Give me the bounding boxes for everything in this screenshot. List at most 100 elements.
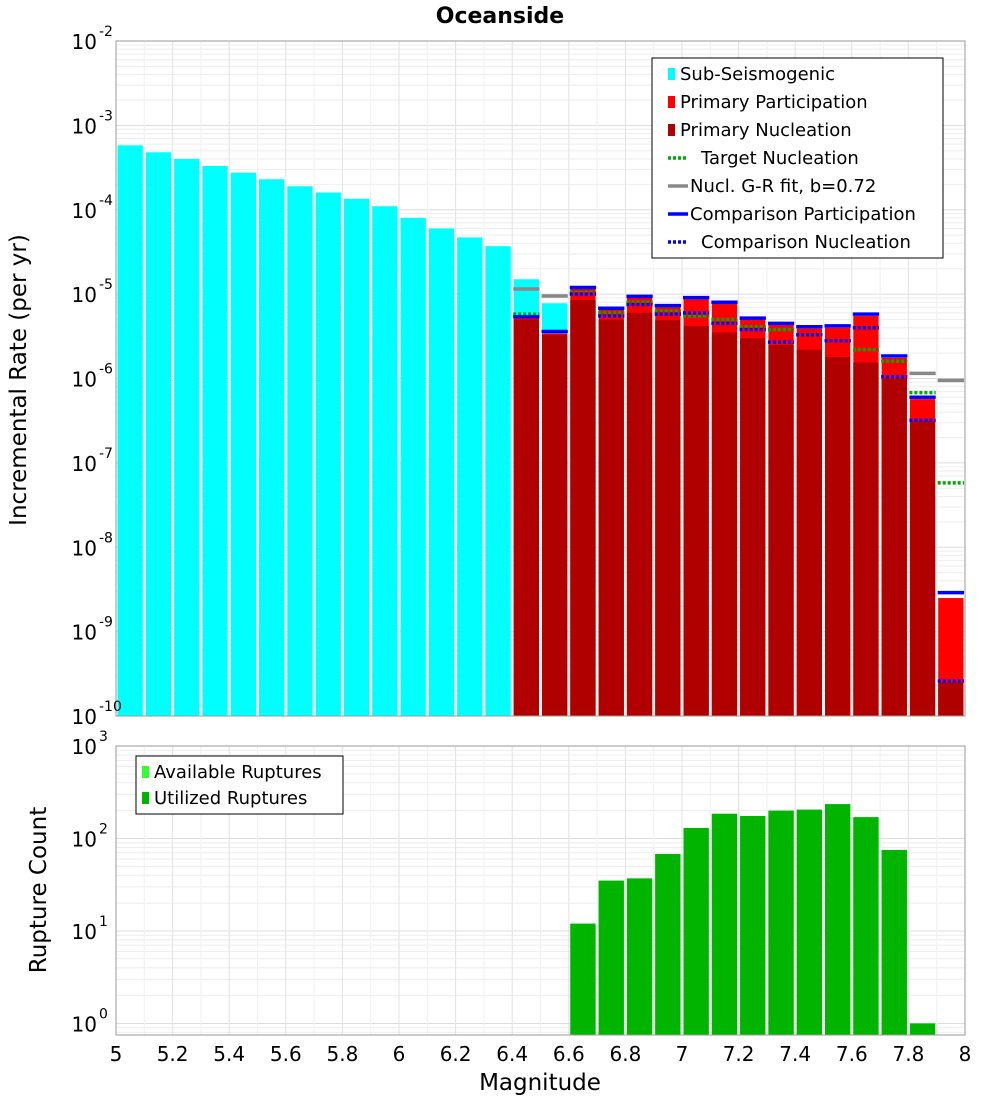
bar-sub-seismogenic: [287, 186, 313, 716]
bar-primary-nucleation: [909, 421, 936, 716]
bar-primary-nucleation: [825, 356, 851, 716]
x-tick-label-15: 8: [959, 1042, 972, 1066]
top-legend: Sub-Seismogenic Primary Participation Prim…: [651, 57, 944, 259]
bar-utilized-ruptures: [909, 1023, 936, 1035]
x-tick-label-4: 5.8: [326, 1042, 358, 1066]
bar-utilized-ruptures: [570, 923, 596, 1035]
bar-sub-seismogenic: [259, 179, 285, 716]
bottom-y-tick-label-2: 10: [72, 827, 97, 851]
top-y-tick-exponent-0: -10: [99, 699, 122, 715]
bar-utilized-ruptures: [768, 810, 794, 1035]
x-tick-labels: 5 5.2 5.4 5.6 5.8 6 6.2 6.4 6.6 6.8 7 7.2 7.4 7.6 7.8 8: [110, 1042, 972, 1066]
legend-label-0: Sub-Seismogenic: [680, 64, 835, 85]
top-line-marks: [513, 285, 964, 683]
bottom-plot-frame: [115, 745, 966, 1036]
legend-swatch-1: [142, 792, 149, 804]
x-tick-label-6: 6.2: [440, 1042, 472, 1066]
bar-primary-nucleation: [938, 682, 964, 716]
bar-sub-seismogenic: [315, 192, 341, 717]
bar-utilized-ruptures: [853, 817, 879, 1035]
bar-sub-seismogenic: [145, 152, 172, 716]
bar-utilized-ruptures: [711, 813, 738, 1035]
x-tick-label-0: 5: [110, 1042, 123, 1066]
bar-utilized-ruptures: [655, 853, 681, 1035]
bar-primary-nucleation: [513, 319, 539, 716]
legend-swatch-2: [668, 124, 675, 136]
bar-sub-seismogenic: [343, 198, 370, 717]
bottom-y-tick-exponent-1: 1: [99, 914, 108, 930]
bar-primary-nucleation: [683, 325, 709, 716]
legend-label-1: Primary Participation: [680, 92, 868, 113]
legend-swatch-1: [668, 96, 675, 108]
bar-sub-seismogenic: [485, 246, 511, 716]
x-tick-label-3: 5.6: [270, 1042, 302, 1066]
bar-utilized-ruptures: [881, 850, 907, 1035]
bar-sub-seismogenic: [174, 158, 200, 717]
bar-utilized-ruptures: [740, 816, 766, 1035]
top-y-tick-exponent-3: -7: [99, 446, 113, 462]
bottom-legend: Available Ruptures Utilized Ruptures: [135, 755, 344, 815]
x-tick-label-8: 6.6: [553, 1042, 585, 1066]
bar-sub-seismogenic: [230, 172, 256, 717]
bar-primary-nucleation: [542, 334, 568, 716]
x-tick-label-14: 7.8: [892, 1042, 924, 1066]
x-tick-label-7: 6.4: [496, 1042, 528, 1066]
bottom-grid: [115, 745, 966, 1035]
bottom-y-tick-label-0: 10: [72, 1012, 97, 1036]
top-y-tick-label-4: 10: [72, 368, 97, 392]
legend-label-6: Comparison Nucleation: [701, 232, 911, 253]
top-y-tick-label-3: 10: [72, 452, 97, 476]
bottom-y-tick-exponent-3: 3: [99, 729, 108, 745]
top-y-axis-label: Incremental Rate (per yr): [6, 234, 32, 526]
x-tick-label-13: 7.6: [836, 1042, 868, 1066]
bar-primary-nucleation: [881, 378, 907, 716]
legend-box: [135, 755, 344, 815]
bar-utilized-ruptures: [825, 804, 851, 1035]
top-plot-frame: [115, 40, 966, 717]
legend-label-5: Comparison Participation: [690, 204, 916, 225]
top-y-tick-label-0: 10: [72, 705, 97, 729]
top-y-tick-label-6: 10: [72, 199, 97, 223]
bar-sub-seismogenic: [400, 217, 426, 716]
top-y-tick-label-2: 10: [72, 536, 97, 560]
bar-sub-seismogenic: [428, 228, 455, 716]
x-tick-label-11: 7.2: [723, 1042, 755, 1066]
bar-primary-nucleation: [626, 312, 653, 716]
top-y-tick-label-8: 10: [72, 30, 97, 54]
chart-title: Oceanside: [436, 4, 564, 29]
top-y-tick-exponent-8: -2: [99, 24, 113, 40]
x-tick-label-2: 5.4: [213, 1042, 245, 1066]
top-bars: [117, 145, 964, 717]
bar-utilized-ruptures: [683, 827, 709, 1035]
x-tick-label-9: 6.8: [609, 1042, 641, 1066]
bar-primary-nucleation: [796, 349, 822, 716]
bar-sub-seismogenic: [372, 206, 398, 716]
bar-primary-nucleation: [598, 319, 624, 716]
bar-utilized-ruptures: [598, 880, 624, 1035]
bar-utilized-ruptures: [796, 809, 822, 1035]
top-y-tick-exponent-4: -6: [99, 362, 113, 378]
top-y-tick-label-7: 10: [72, 114, 97, 138]
top-y-tick-exponent-1: -9: [99, 615, 113, 631]
bottom-y-tick-exponent-2: 2: [99, 821, 108, 837]
x-axis-label: Magnitude: [479, 1070, 601, 1096]
bar-primary-nucleation: [655, 320, 681, 716]
x-tick-label-12: 7.4: [779, 1042, 811, 1066]
top-y-tick-exponent-5: -5: [99, 277, 113, 293]
bar-primary-nucleation: [740, 338, 766, 716]
bottom-bars: [570, 804, 936, 1035]
bar-primary-nucleation: [711, 332, 738, 716]
x-tick-label-10: 7: [676, 1042, 689, 1066]
bar-sub-seismogenic: [457, 237, 483, 716]
legend-box: [651, 57, 944, 259]
legend-label-3: Target Nucleation: [700, 148, 859, 169]
legend-swatch-0: [142, 766, 149, 778]
bottom-y-tick-label-1: 10: [72, 920, 97, 944]
top-y-tick-exponent-2: -8: [99, 530, 113, 546]
x-tick-label-5: 6: [393, 1042, 406, 1066]
